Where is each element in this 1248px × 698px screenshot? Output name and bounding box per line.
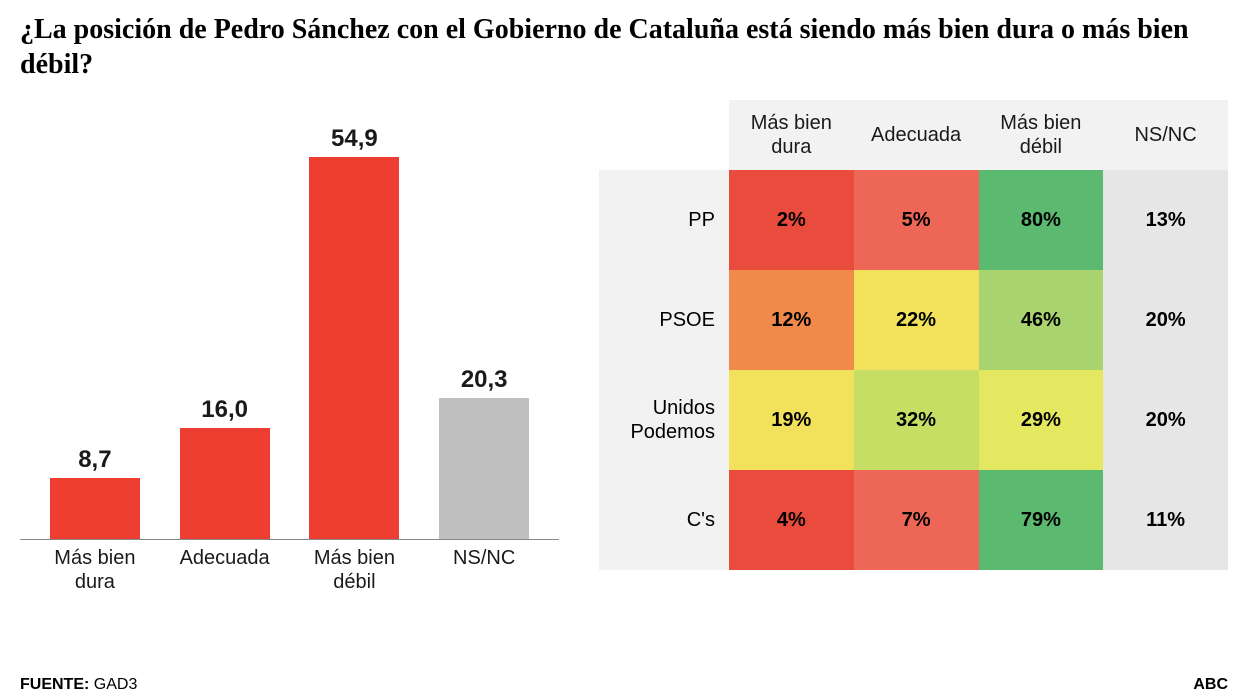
heatmap-cell: 12% xyxy=(729,270,854,370)
source-label: FUENTE: xyxy=(20,676,89,693)
heatmap-cell: 4% xyxy=(729,470,854,570)
bar-group: 16,0 xyxy=(165,396,285,539)
heatmap-cell: 13% xyxy=(1103,170,1228,270)
bar-label: NS/NC xyxy=(424,546,544,594)
heatmap-table: Más bienduraAdecuadaMás biendébilNS/NC P… xyxy=(599,100,1228,630)
bar-chart: 8,7 16,0 54,9 20,3 Más bienduraAdecuadaMás … xyxy=(20,100,559,630)
table-row: PP2%5%80%13% xyxy=(599,170,1228,270)
bar xyxy=(50,478,140,539)
column-header: Más biendébil xyxy=(979,100,1104,170)
column-header-blank xyxy=(599,100,729,170)
bar-group: 20,3 xyxy=(424,366,544,539)
table-row: UnidosPodemos19%32%29%20% xyxy=(599,370,1228,470)
bar xyxy=(439,398,529,539)
row-header: C's xyxy=(599,470,729,570)
bar-value: 8,7 xyxy=(78,446,111,474)
bar-label: Más biendura xyxy=(35,546,155,594)
source: FUENTE: GAD3 xyxy=(20,676,137,694)
bar-value: 54,9 xyxy=(331,125,378,153)
bar-label: Más biendébil xyxy=(294,546,414,594)
heatmap-cell: 20% xyxy=(1103,370,1228,470)
column-header: NS/NC xyxy=(1103,100,1228,170)
heatmap-cell: 7% xyxy=(854,470,979,570)
heatmap-cell: 79% xyxy=(979,470,1104,570)
brand: ABC xyxy=(1193,676,1228,694)
heatmap-cell: 22% xyxy=(854,270,979,370)
heatmap-cell: 29% xyxy=(979,370,1104,470)
column-header: Adecuada xyxy=(854,100,979,170)
bar-label: Adecuada xyxy=(165,546,285,594)
heatmap-cell: 5% xyxy=(854,170,979,270)
bar xyxy=(309,157,399,539)
footer: FUENTE: GAD3 ABC xyxy=(20,676,1228,694)
bar-group: 8,7 xyxy=(35,446,155,539)
heatmap-cell: 11% xyxy=(1103,470,1228,570)
chart-title: ¿La posición de Pedro Sánchez con el Gob… xyxy=(20,12,1228,82)
source-value: GAD3 xyxy=(94,676,138,693)
heatmap-cell: 2% xyxy=(729,170,854,270)
heatmap-cell: 46% xyxy=(979,270,1104,370)
row-header: PP xyxy=(599,170,729,270)
content-row: 8,716,054,920,3 Más bienduraAdecuadaMás … xyxy=(20,100,1228,630)
heatmap-cell: 19% xyxy=(729,370,854,470)
bar-value: 20,3 xyxy=(461,366,508,394)
heatmap-cell: 32% xyxy=(854,370,979,470)
bar-group: 54,9 xyxy=(294,125,414,539)
table-row: C's4%7%79%11% xyxy=(599,470,1228,570)
heatmap-cell: 20% xyxy=(1103,270,1228,370)
column-header: Más biendura xyxy=(729,100,854,170)
row-header: UnidosPodemos xyxy=(599,370,729,470)
heatmap-cell: 80% xyxy=(979,170,1104,270)
bar xyxy=(180,428,270,539)
table-row: PSOE12%22%46%20% xyxy=(599,270,1228,370)
row-header: PSOE xyxy=(599,270,729,370)
bar-value: 16,0 xyxy=(201,396,248,424)
